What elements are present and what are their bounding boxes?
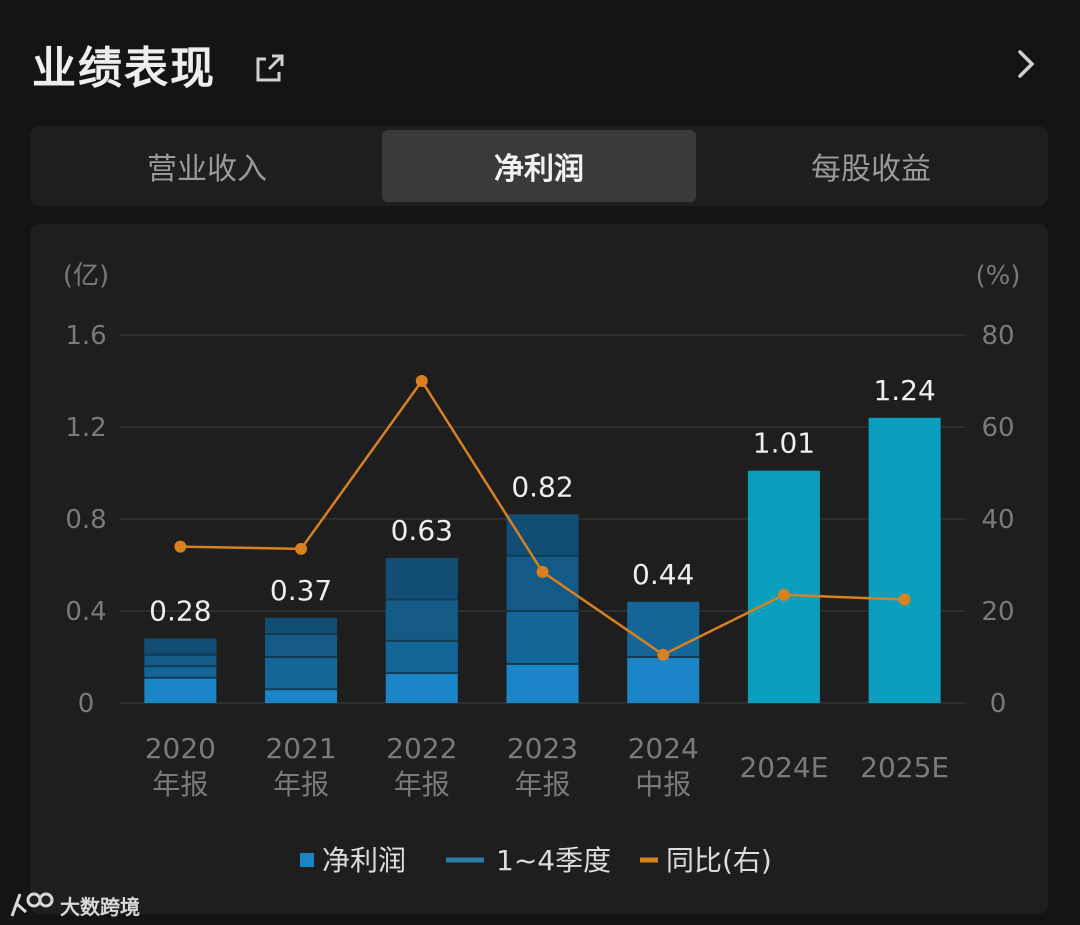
yoy-point	[295, 542, 308, 555]
bar-value-label: 0.28	[149, 595, 211, 628]
x-tick-label: 2021	[265, 732, 336, 765]
left-tick-label: 0.8	[65, 505, 106, 535]
yoy-point	[777, 588, 790, 601]
quarter-segment	[506, 555, 579, 611]
legend-label-yoy: 同比(右)	[666, 844, 772, 877]
quarter-segment	[506, 514, 579, 556]
right-axis-unit: (%)	[976, 261, 1021, 291]
x-tick-label: 年报	[273, 768, 329, 801]
watermark-text: 大数跨境	[60, 894, 140, 919]
left-tick-label: 0	[78, 689, 95, 719]
quarter-segment	[144, 666, 217, 678]
right-tick-label: 0	[990, 689, 1007, 719]
share-icon[interactable]	[252, 50, 288, 86]
x-tick-label: 年报	[394, 768, 450, 801]
legend-label-quarters: 1~4季度	[496, 844, 611, 877]
x-tick-label: 2025E	[860, 751, 949, 784]
x-tick-label: 年报	[152, 768, 208, 801]
legend-square-net-profit	[300, 853, 314, 867]
bar-value-label: 1.24	[873, 374, 935, 407]
x-tick-label: 2024	[628, 732, 699, 765]
quarter-segment	[144, 638, 217, 655]
x-tick-label: 2024E	[739, 751, 828, 784]
quarter-segment	[385, 640, 458, 674]
chevron-right-icon[interactable]	[1010, 46, 1040, 82]
x-tick-label: 年报	[514, 768, 570, 801]
bar-value-label: 1.01	[753, 427, 815, 460]
bar-value-label: 0.82	[511, 470, 573, 503]
header: 业绩表现	[0, 0, 1080, 125]
quarter-segment	[265, 657, 338, 690]
watermark: 大数跨境	[8, 888, 140, 922]
right-tick-label: 40	[981, 505, 1014, 535]
bar-value-label: 0.63	[391, 514, 453, 547]
left-tick-label: 1.2	[65, 413, 106, 443]
left-tick-label: 1.6	[65, 321, 106, 351]
net-profit-bar	[868, 417, 941, 703]
bar-value-label: 0.37	[270, 574, 332, 607]
quarter-segment	[385, 599, 458, 641]
right-tick-label: 20	[981, 597, 1014, 627]
yoy-point	[657, 648, 670, 661]
right-tick-label: 80	[981, 321, 1014, 351]
x-tick-label: 中报	[635, 768, 691, 801]
net-profit-bar	[747, 470, 820, 703]
quarter-segment	[265, 634, 338, 657]
quarter-segment	[627, 601, 700, 657]
left-tick-label: 0.4	[65, 597, 106, 627]
x-tick-label: 2023	[507, 732, 578, 765]
quarter-segment	[506, 611, 579, 664]
tab-net-profit[interactable]: 净利润	[382, 130, 696, 202]
bar-value-label: 0.44	[632, 558, 694, 591]
quarter-segment	[385, 558, 458, 600]
x-tick-label: 2020	[145, 732, 216, 765]
page-title: 业绩表现	[32, 43, 216, 94]
yoy-point	[536, 565, 549, 578]
right-tick-label: 60	[981, 413, 1014, 443]
left-axis-unit: (亿)	[63, 261, 109, 291]
yoy-point	[174, 540, 187, 553]
watermark-logo-icon	[10, 892, 54, 917]
legend-label-net-profit: 净利润	[322, 844, 406, 877]
metric-tabs: 营业收入 净利润 每股收益	[30, 126, 1048, 206]
tab-eps[interactable]: 每股收益	[811, 152, 931, 187]
quarter-segment	[265, 617, 338, 634]
quarter-segment	[144, 654, 217, 667]
x-tick-label: 2022	[386, 732, 457, 765]
tab-revenue[interactable]: 营业收入	[147, 152, 267, 187]
yoy-point	[415, 375, 428, 387]
yoy-point	[898, 593, 911, 606]
